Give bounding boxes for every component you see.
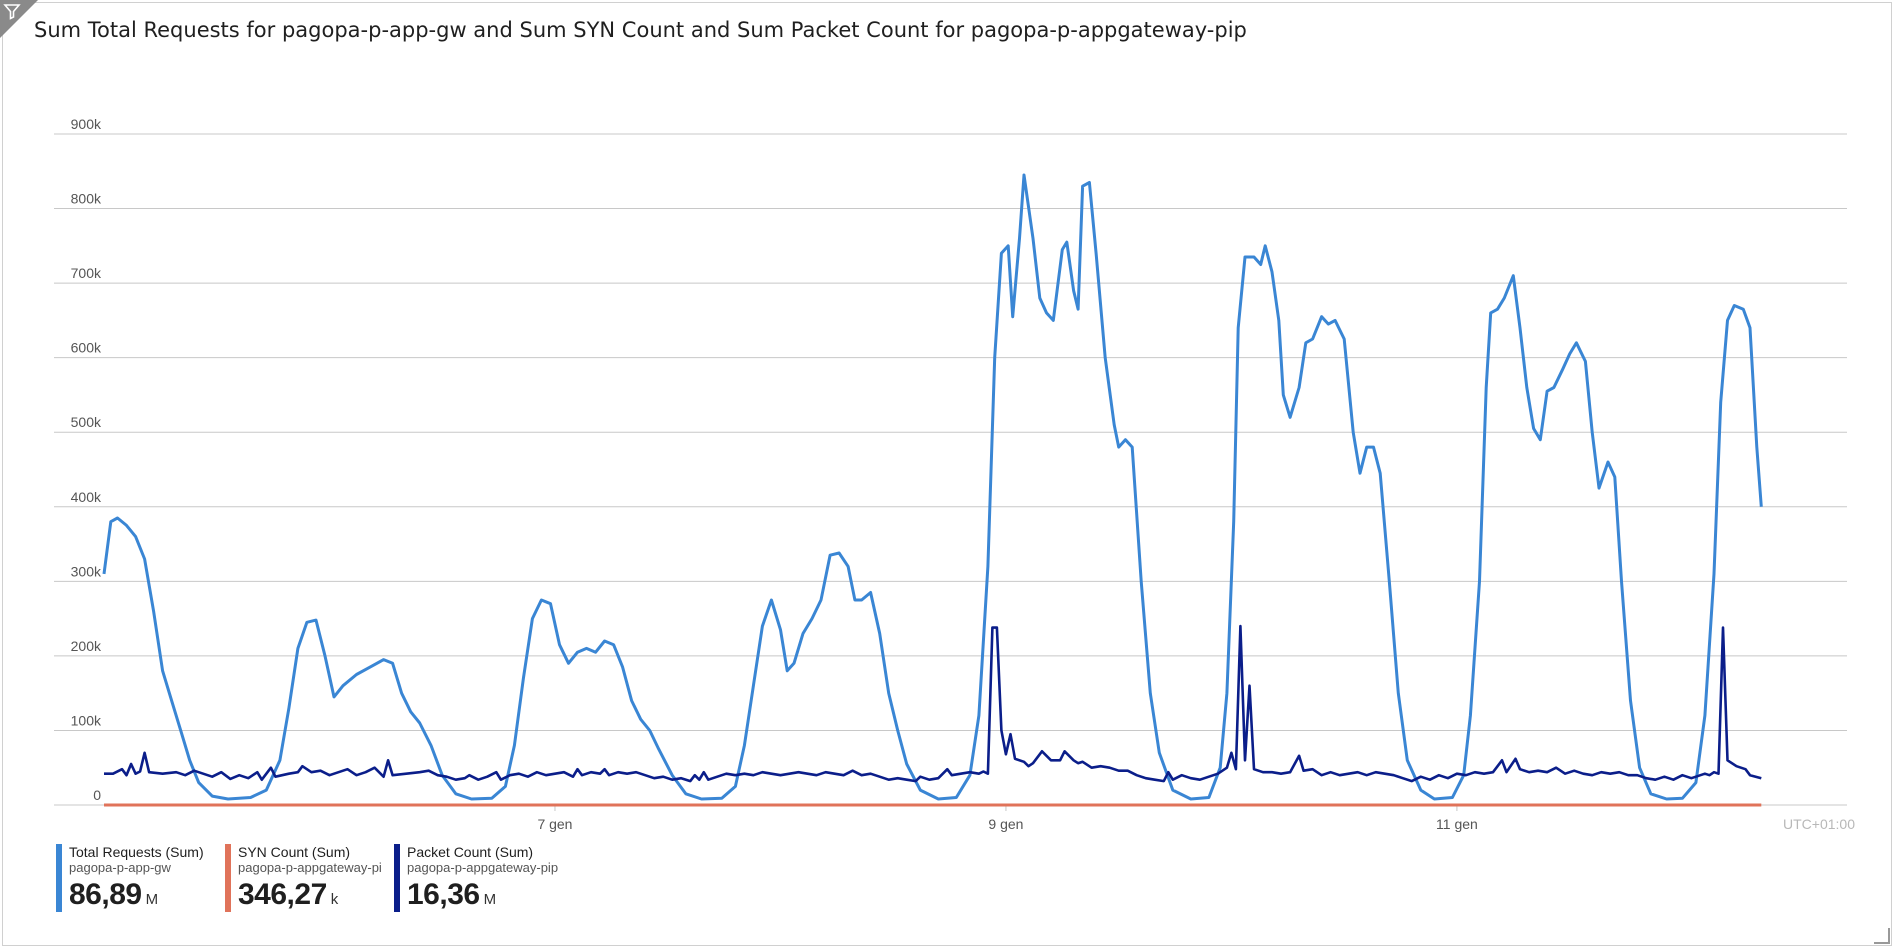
legend-value-number: 86,89 bbox=[69, 878, 142, 911]
legend-summary-value: 16,36 M bbox=[407, 878, 558, 912]
legend-item-total-requests[interactable]: Total Requests (Sum) pagopa-p-app-gw 86,… bbox=[56, 844, 204, 912]
legend-resource-name: pagopa-p-appgateway-pip bbox=[407, 860, 559, 875]
chart-title: Sum Total Requests for pagopa-p-app-gw a… bbox=[34, 18, 1247, 42]
x-tick-label: 7 gen bbox=[537, 816, 572, 832]
resize-handle[interactable] bbox=[1874, 928, 1890, 944]
legend-value-number: 346,27 bbox=[238, 878, 327, 911]
grid-layer bbox=[54, 133, 1847, 806]
y-tick-label: 800k bbox=[71, 191, 102, 207]
funnel-glyph bbox=[3, 4, 21, 20]
y-tick-label: 500k bbox=[71, 414, 102, 430]
y-tick-label: 900k bbox=[71, 116, 102, 132]
y-tick-label: 400k bbox=[71, 489, 102, 505]
x-axis-labels: 7 gen 9 gen 11 gen bbox=[537, 805, 1478, 832]
legend-series-name: SYN Count (Sum) bbox=[238, 844, 351, 860]
timezone-label: UTC+01:00 bbox=[1783, 816, 1855, 832]
y-tick-label: 0 bbox=[93, 787, 101, 803]
series-layer bbox=[102, 173, 1763, 807]
y-tick-label: 100k bbox=[71, 712, 102, 728]
legend-value-unit: M bbox=[483, 891, 497, 908]
y-tick-label: 600k bbox=[71, 340, 102, 356]
series-line-packet-count bbox=[104, 624, 1762, 783]
y-tick-label: 200k bbox=[71, 638, 102, 654]
legend-color-bar bbox=[56, 844, 62, 912]
legend-value-unit: k bbox=[330, 891, 339, 908]
legend-series-name: Packet Count (Sum) bbox=[407, 844, 534, 860]
legend-resource-name: pagopa-p-app-gw bbox=[69, 860, 171, 875]
legend-color-bar bbox=[225, 844, 231, 912]
filter-icon[interactable] bbox=[0, 0, 38, 38]
y-axis-labels: 0 100k 200k 300k 400k 500k 600k 700k 800k 900k bbox=[71, 116, 102, 803]
x-tick-label: 11 gen bbox=[1436, 816, 1478, 832]
y-tick-label: 300k bbox=[71, 563, 102, 579]
legend-color-bar bbox=[394, 844, 400, 912]
y-tick-label: 700k bbox=[71, 265, 102, 281]
legend-value-unit: M bbox=[145, 891, 159, 908]
x-tick-label: 9 gen bbox=[988, 816, 1023, 832]
legend-summary-value: 86,89 M bbox=[69, 878, 204, 912]
series-line-total-requests bbox=[102, 173, 1763, 801]
legend-item-packet-count[interactable]: Packet Count (Sum) pagopa-p-appgateway-p… bbox=[394, 844, 558, 912]
legend-resource-name: pagopa-p-appgateway-pip bbox=[238, 860, 381, 875]
legend-value-number: 16,36 bbox=[407, 878, 480, 911]
legend-series-name: Total Requests (Sum) bbox=[69, 844, 204, 860]
legend-summary-value: 346,27 k bbox=[238, 878, 394, 912]
legend-item-syn-count[interactable]: SYN Count (Sum) pagopa-p-appgateway-pip … bbox=[225, 844, 394, 912]
